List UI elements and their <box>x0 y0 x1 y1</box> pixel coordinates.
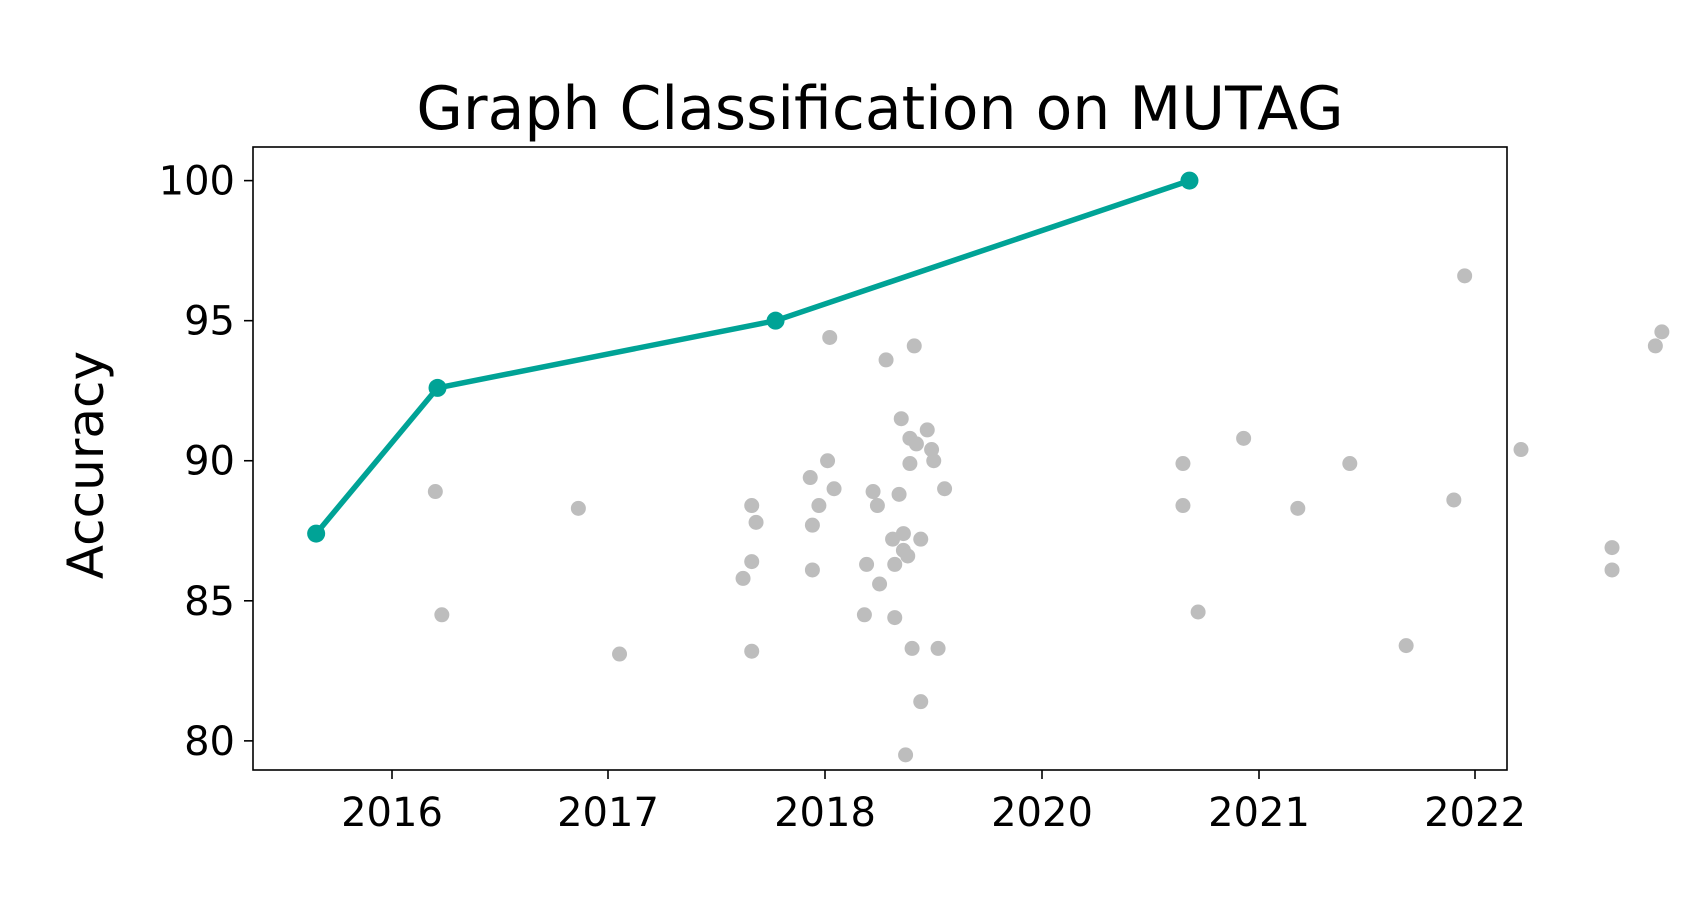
scatter-point <box>898 747 914 763</box>
scatter-point <box>900 548 916 564</box>
scatter-point <box>878 352 894 368</box>
scatter-point <box>919 422 935 438</box>
scatter-point <box>869 498 885 514</box>
x-axis: 2016 2017 2018 2020 2021 2022 <box>341 770 1526 836</box>
scatter-point <box>1342 456 1358 472</box>
scatter-point <box>1398 638 1414 654</box>
scatter-point <box>744 498 760 514</box>
scatter-point <box>906 338 922 354</box>
chart-title: Graph Classification on MUTAG <box>416 74 1343 144</box>
scatter-point <box>570 500 586 516</box>
scatter-point <box>802 470 818 486</box>
y-axis-label: Accuracy <box>57 351 115 579</box>
x-tick-label: 2016 <box>341 790 443 836</box>
scatter-point <box>937 481 953 497</box>
sota-line <box>313 177 1193 537</box>
scatter-point <box>811 498 827 514</box>
scatter-point <box>735 570 751 586</box>
scatter-series <box>427 268 1670 763</box>
scatter-point <box>1647 338 1663 354</box>
x-tick-label: 2020 <box>991 790 1093 836</box>
scatter-point <box>826 481 842 497</box>
scatter-point <box>908 436 924 452</box>
y-tick-label: 95 <box>184 299 235 345</box>
x-tick-label: 2022 <box>1424 790 1526 836</box>
scatter-point <box>1654 324 1670 340</box>
scatter-point <box>744 643 760 659</box>
scatter-point <box>895 526 911 542</box>
y-tick-label: 100 <box>159 159 235 205</box>
scatter-point <box>1513 442 1529 458</box>
scatter-point <box>891 486 907 502</box>
scatter-point <box>904 640 920 656</box>
scatter-point <box>887 556 903 572</box>
sota-point <box>428 378 447 397</box>
scatter-point <box>1236 430 1252 446</box>
scatter-point <box>1175 456 1191 472</box>
y-tick-label: 85 <box>184 579 235 625</box>
sota-series <box>307 171 1199 543</box>
scatter-point <box>820 453 836 469</box>
y-tick-label: 80 <box>184 719 235 765</box>
scatter-point <box>1604 562 1620 578</box>
scatter-point <box>612 646 628 662</box>
scatter-point <box>744 554 760 570</box>
scatter-point <box>859 556 875 572</box>
scatter-point <box>887 610 903 626</box>
x-tick-label: 2018 <box>774 790 876 836</box>
y-axis: 80 85 90 95 100 <box>159 159 253 765</box>
scatter-point <box>804 562 820 578</box>
scatter-point <box>930 640 946 656</box>
sota-point <box>1180 171 1199 190</box>
scatter-point <box>926 453 942 469</box>
scatter-point <box>856 607 872 623</box>
scatter-point <box>872 576 888 592</box>
scatter-point <box>1604 540 1620 556</box>
scatter-point <box>1175 498 1191 514</box>
scatter-point <box>804 517 820 533</box>
scatter-point <box>902 456 918 472</box>
scatter-point <box>865 484 881 500</box>
scatter-point <box>427 484 443 500</box>
scatter-point <box>1446 492 1462 508</box>
sota-point <box>766 311 785 330</box>
sota-point <box>307 524 326 543</box>
scatter-point <box>434 607 450 623</box>
scatter-point <box>1457 268 1473 284</box>
x-tick-label: 2021 <box>1208 790 1310 836</box>
scatter-point <box>1290 500 1306 516</box>
scatter-point <box>748 514 764 530</box>
y-tick-label: 90 <box>184 439 235 485</box>
scatter-point <box>913 531 929 547</box>
scatter-point <box>924 442 940 458</box>
scatter-point <box>822 329 838 345</box>
plot-area <box>252 146 1508 771</box>
scatter-point <box>1190 604 1206 620</box>
x-tick-label: 2017 <box>557 790 659 836</box>
scatter-point <box>893 411 909 427</box>
scatter-point <box>913 694 929 710</box>
